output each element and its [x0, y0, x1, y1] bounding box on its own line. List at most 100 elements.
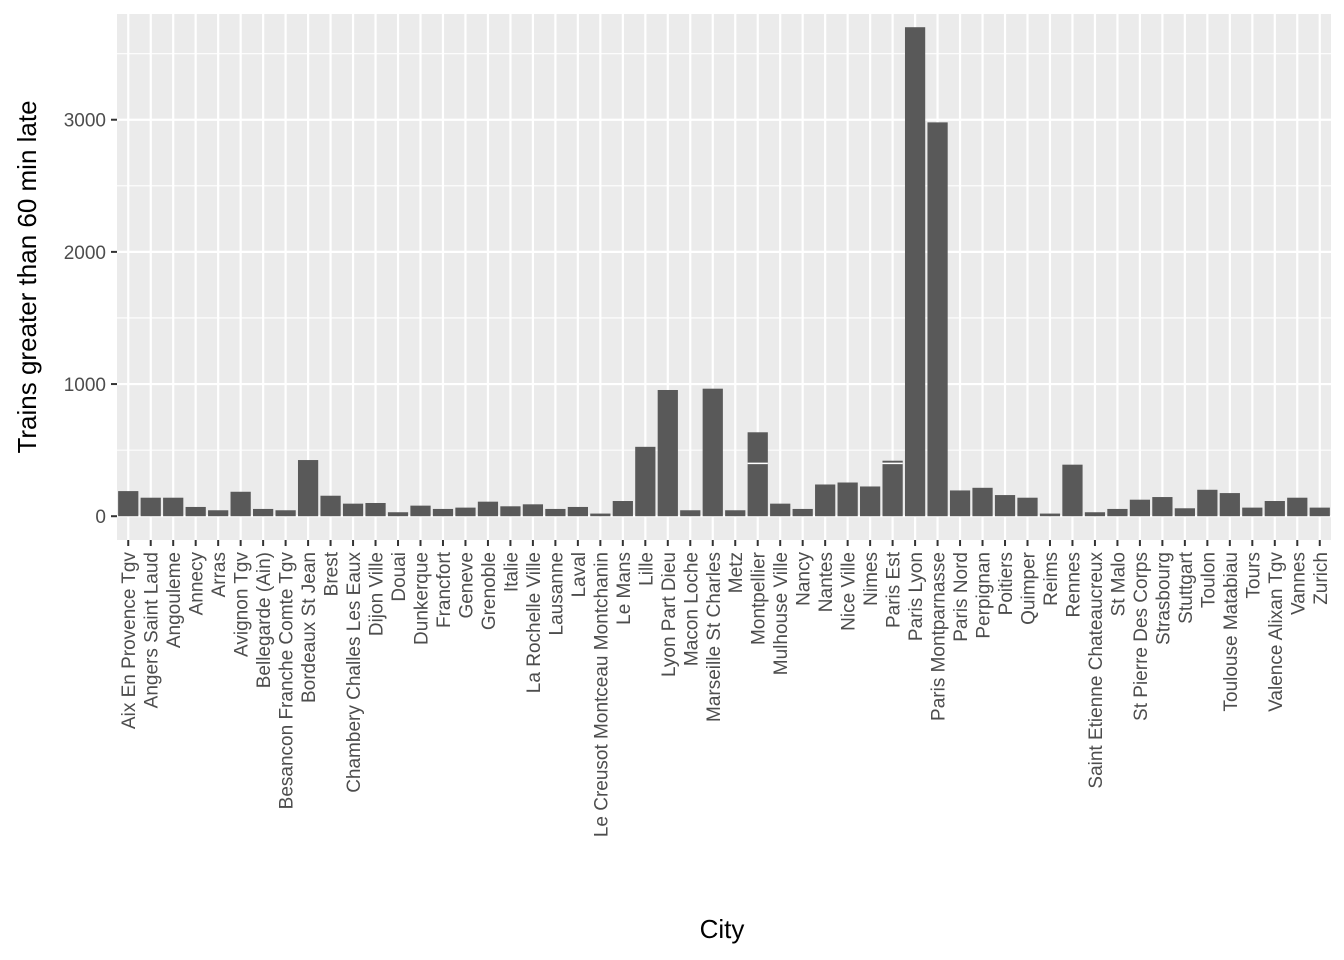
- y-tick-label: 1000: [64, 375, 106, 396]
- x-tick-label: Besancon Franche Comte Tgv: [277, 552, 298, 810]
- bar: [635, 446, 656, 517]
- bar: [612, 501, 633, 517]
- x-tick-label: Paris Montparnasse: [929, 552, 950, 721]
- x-tick-label: Dunkerque: [412, 552, 433, 645]
- x-tick-label: Lille: [636, 552, 657, 586]
- minor-gridlines: [117, 53, 1331, 451]
- bar: [1017, 497, 1038, 517]
- x-tick-label: Quimper: [1019, 551, 1040, 625]
- x-tick-label: Strasbourg: [1153, 552, 1174, 645]
- x-tick-label: Le Mans: [614, 552, 635, 625]
- bar: [275, 510, 296, 517]
- x-tick-label: St Pierre Des Corps: [1131, 552, 1152, 721]
- x-tick-label: Lausanne: [546, 552, 567, 635]
- x-tick-label: Valence Alixan Tgv: [1266, 552, 1287, 712]
- bar: [140, 497, 161, 517]
- x-tick-label: Nice Ville: [839, 552, 860, 631]
- bar: [927, 122, 948, 517]
- bar: [1309, 507, 1330, 517]
- x-tick-label: Perpignan: [974, 552, 995, 639]
- x-tick-label: Poitiers: [996, 552, 1017, 615]
- x-tick-label: Toulon: [1198, 552, 1219, 608]
- bar: [837, 482, 858, 517]
- x-tick-label: Paris Nord: [951, 552, 972, 642]
- x-tick-label: Annecy: [187, 552, 208, 616]
- x-tick-label: La Rochelle Ville: [524, 552, 545, 693]
- bar: [904, 27, 926, 517]
- bar: [972, 487, 993, 517]
- bar: [432, 508, 454, 517]
- x-tick-label: Tours: [1243, 552, 1264, 598]
- x-tick-label: Nantes: [816, 552, 837, 612]
- x-tick-label: Le Creusot Montceau Montchanin: [591, 552, 612, 837]
- bar: [702, 388, 723, 517]
- x-tick-label: Brest: [322, 551, 343, 596]
- bar: [208, 510, 229, 517]
- y-tick-label: 0: [95, 507, 106, 528]
- plot-panel: [117, 14, 1331, 540]
- x-tick-label: Angers Saint Laud: [142, 552, 163, 708]
- bar: [1219, 493, 1240, 517]
- x-tick-label: Reims: [1041, 552, 1062, 606]
- x-tick-label: Macon Loche: [681, 552, 702, 666]
- x-tick-label: Bellegarde (Ain): [254, 552, 275, 688]
- x-tick-label: Dijon Ville: [367, 552, 388, 636]
- bar: [1174, 508, 1195, 517]
- x-tick-label: Stuttgart: [1176, 551, 1197, 624]
- bar: [118, 491, 139, 517]
- bar: [1039, 513, 1061, 517]
- bar: [747, 432, 768, 517]
- bar: [253, 508, 274, 517]
- x-tick-label: Geneve: [456, 552, 477, 619]
- bar: [163, 497, 184, 517]
- x-tick-label: Avignon Tgv: [232, 552, 253, 657]
- bar: [725, 510, 746, 517]
- bar: [1242, 507, 1263, 517]
- bar: [455, 507, 476, 517]
- y-axis: 0 1000 2000 3000: [64, 111, 117, 528]
- bar: [680, 510, 701, 517]
- x-tick-label: Aix En Provence Tgv: [119, 552, 140, 730]
- bar: [1107, 508, 1128, 517]
- bar: [545, 508, 566, 517]
- x-tick-label: Laval: [569, 552, 590, 597]
- x-tick-label: Angouleme: [164, 552, 185, 648]
- x-tick-label: Lyon Part Dieu: [659, 552, 680, 677]
- y-tick-label: 3000: [64, 111, 106, 132]
- x-tick-label: Paris Lyon: [906, 552, 927, 641]
- bar: [1084, 512, 1106, 517]
- x-tick-label: Mulhouse Ville: [771, 552, 792, 675]
- bar: [522, 504, 544, 517]
- x-tick-label: Grenoble: [479, 552, 500, 630]
- x-tick-label: Chambery Challes Les Eaux: [344, 552, 365, 793]
- bar: [1287, 497, 1308, 517]
- bar: [185, 506, 206, 517]
- x-tick-label: Saint Etienne Chateaucreux: [1086, 552, 1107, 789]
- x-tick-label: Bordeaux St Jean: [299, 552, 320, 703]
- x-tick-label: Metz: [726, 552, 747, 593]
- bar: [1152, 497, 1173, 517]
- bar: [477, 501, 499, 517]
- bar: [500, 506, 521, 517]
- bar: [657, 389, 678, 517]
- bar: [1062, 464, 1083, 517]
- x-tick-label: Nimes: [861, 552, 882, 606]
- x-tick-label: Italie: [501, 552, 522, 592]
- x-tick-label: Marseille St Charles: [704, 552, 725, 722]
- bar: [365, 502, 386, 517]
- bar: [1197, 489, 1218, 517]
- x-tick-label: Montpellier: [749, 551, 770, 645]
- bar: [792, 508, 813, 517]
- bar: [590, 513, 611, 517]
- x-tick-label: Paris Est: [884, 551, 905, 628]
- bar: [567, 506, 588, 517]
- bar: [1129, 499, 1151, 517]
- bar: [410, 505, 431, 517]
- x-tick-label: Rennes: [1063, 552, 1084, 618]
- bar: [949, 490, 971, 517]
- bars: [118, 27, 1330, 517]
- x-axis-title: City: [700, 914, 745, 944]
- bar: [882, 460, 903, 517]
- x-axis: Aix En Provence Tgv Angers Saint Laud Ango…: [119, 540, 1332, 837]
